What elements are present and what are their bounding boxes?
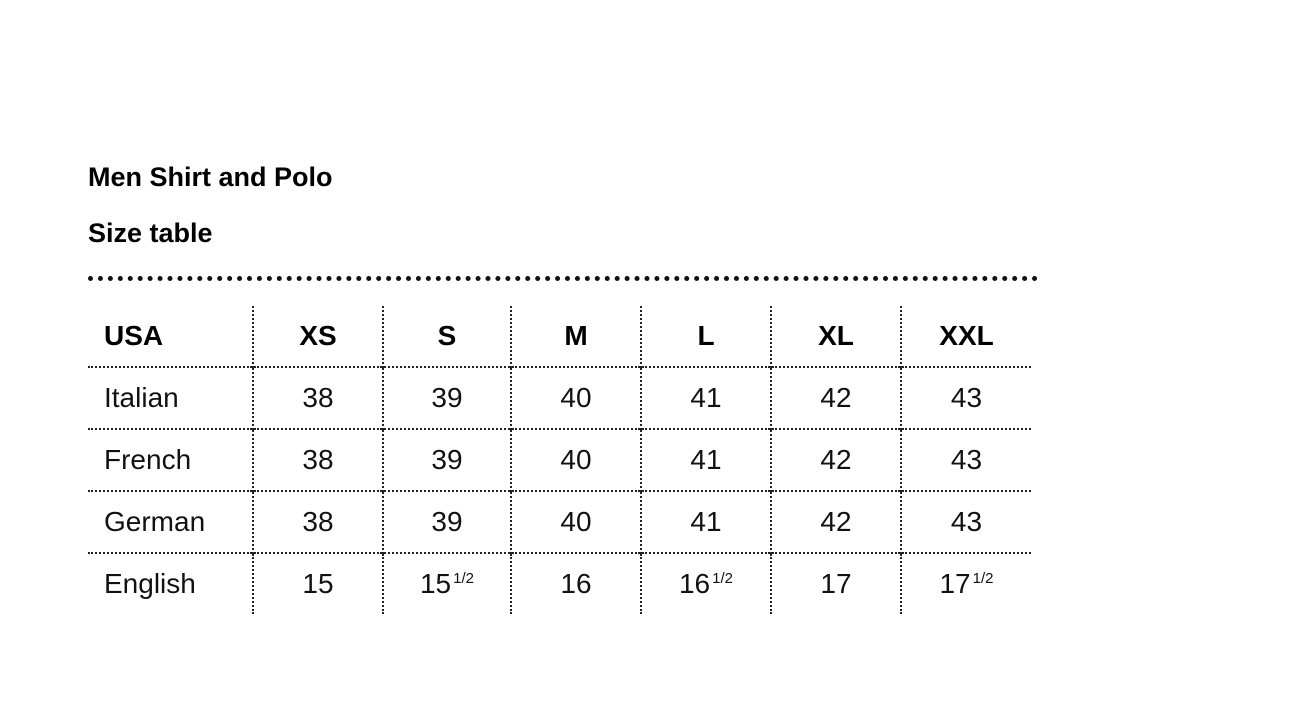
size-value: 42 [820, 444, 852, 475]
header-cell-size: M [510, 306, 641, 367]
size-cell: 41 [640, 366, 771, 429]
size-value: 38 [302, 506, 334, 537]
size-cell: 17 1/2 [900, 552, 1031, 614]
size-cell: 17 [770, 552, 901, 614]
table-row: Italian 38 39 40 41 42 43 [88, 366, 1031, 429]
size-cell: 40 [510, 490, 641, 553]
header-cell-size: XXL [900, 306, 1031, 367]
size-cell: 39 [382, 366, 511, 429]
header-cell-size: S [382, 306, 511, 367]
row-label: English [88, 552, 253, 614]
size-fraction: 1/2 [972, 570, 994, 587]
size-value: 42 [820, 506, 852, 537]
size-cell: 42 [770, 490, 901, 553]
size-value: 39 [431, 382, 463, 413]
size-value: 16 [560, 568, 592, 599]
size-cell: 16 [510, 552, 641, 614]
row-label: Italian [88, 366, 253, 429]
size-value: 40 [560, 506, 592, 537]
dotted-divider [88, 276, 1038, 281]
size-value: 16 [678, 568, 711, 599]
header-cell-size: L [640, 306, 771, 367]
row-label: German [88, 490, 253, 553]
size-value: 41 [690, 382, 722, 413]
size-value: 38 [302, 382, 334, 413]
size-cell: 39 [382, 490, 511, 553]
size-table: USA XS S M L XL XXL Italian 38 39 40 41 42 43 French 38… [88, 306, 1031, 614]
page-subtitle: Size table [88, 218, 213, 248]
size-cell: 41 [640, 428, 771, 491]
size-cell: 43 [900, 428, 1031, 491]
page-title: Men Shirt and Polo [88, 162, 333, 192]
size-cell: 39 [382, 428, 511, 491]
table-row: English 15 15 1/2 16 16 1/2 17 17 1/2 [88, 552, 1031, 614]
size-cell: 40 [510, 428, 641, 491]
row-label: French [88, 428, 253, 491]
size-cell: 43 [900, 490, 1031, 553]
size-value: 43 [950, 444, 983, 475]
size-cell: 38 [252, 490, 383, 553]
size-cell: 42 [770, 428, 901, 491]
size-cell: 40 [510, 366, 641, 429]
size-cell: 15 [252, 552, 383, 614]
size-value: 41 [690, 506, 722, 537]
size-value: 43 [950, 506, 983, 537]
size-fraction: 1/2 [453, 570, 474, 587]
size-cell: 38 [252, 428, 383, 491]
header-cell-size: XS [252, 306, 383, 367]
size-cell: 42 [770, 366, 901, 429]
size-value: 38 [302, 444, 334, 475]
table-row: German 38 39 40 41 42 43 [88, 490, 1031, 553]
size-value: 43 [950, 382, 983, 413]
size-value: 41 [690, 444, 722, 475]
size-value: 39 [431, 506, 463, 537]
table-header-row: USA XS S M L XL XXL [88, 306, 1031, 367]
size-value: 17 [939, 568, 971, 599]
size-value: 15 [419, 568, 452, 599]
size-value: 15 [302, 568, 334, 599]
size-value: 17 [820, 568, 852, 599]
header-cell-system: USA [104, 320, 164, 351]
header-cell-size: XL [770, 306, 901, 367]
size-value: 40 [560, 382, 592, 413]
size-value: 39 [431, 444, 463, 475]
size-cell: 43 [900, 366, 1031, 429]
table-row: French 38 39 40 41 42 43 [88, 428, 1031, 491]
size-cell: 41 [640, 490, 771, 553]
size-cell: 15 1/2 [382, 552, 511, 614]
size-value: 42 [820, 382, 852, 413]
size-fraction: 1/2 [712, 570, 733, 587]
size-cell: 38 [252, 366, 383, 429]
size-cell: 16 1/2 [640, 552, 771, 614]
size-value: 40 [560, 444, 592, 475]
